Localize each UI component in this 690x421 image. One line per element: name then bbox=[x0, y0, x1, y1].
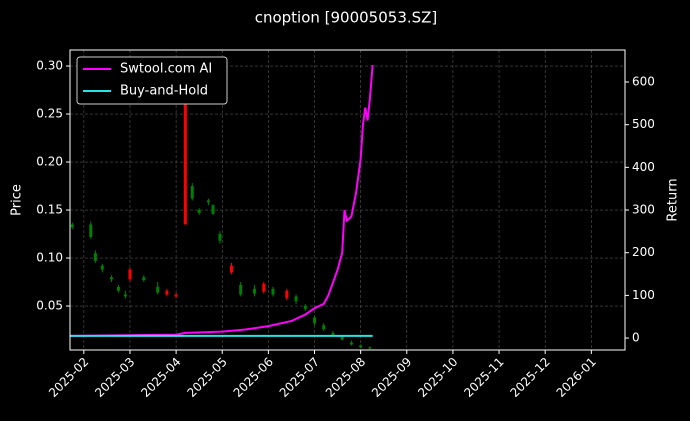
y-tick-label: 0.30 bbox=[36, 59, 63, 73]
candle-body bbox=[313, 317, 317, 324]
candle-body bbox=[359, 345, 363, 348]
candle-body bbox=[123, 294, 127, 297]
candle-body bbox=[206, 200, 210, 203]
candle-body bbox=[303, 306, 307, 309]
candle-body bbox=[183, 85, 187, 225]
y-axis-label: Price bbox=[10, 184, 25, 216]
candle-body bbox=[253, 288, 257, 294]
y2-axis-label: Return bbox=[666, 178, 681, 221]
candle-body bbox=[322, 325, 326, 330]
candle-body bbox=[218, 234, 222, 241]
y-tick-label: 0.20 bbox=[36, 155, 63, 169]
y2-tick-label: 0 bbox=[632, 331, 640, 345]
candle-body bbox=[262, 283, 266, 292]
candle-body bbox=[89, 224, 93, 237]
candle-body bbox=[100, 265, 104, 270]
candle-body bbox=[93, 253, 97, 261]
y2-tick-label: 600 bbox=[632, 75, 655, 89]
candle-body bbox=[110, 277, 114, 280]
y-tick-label: 0.25 bbox=[36, 107, 63, 121]
return-line bbox=[69, 64, 374, 337]
candle-body bbox=[156, 286, 160, 293]
y-tick-label: 0.05 bbox=[36, 299, 63, 313]
candle-body bbox=[229, 265, 233, 273]
candle-body bbox=[331, 332, 335, 335]
candle-body bbox=[116, 286, 120, 291]
legend-label: Buy-and-Hold bbox=[120, 84, 208, 99]
y2-tick-label: 200 bbox=[632, 245, 655, 259]
candle-body bbox=[294, 296, 298, 302]
candle-body bbox=[197, 210, 201, 213]
chart-title: cnoption [90005053.SZ] bbox=[255, 9, 438, 27]
candle-body bbox=[340, 336, 344, 340]
y-tick-label: 0.15 bbox=[36, 203, 63, 217]
candle-body bbox=[368, 347, 372, 349]
y2-tick-label: 100 bbox=[632, 288, 655, 302]
candle-body bbox=[211, 205, 215, 214]
candle-body bbox=[349, 342, 353, 345]
candle-body bbox=[190, 186, 194, 199]
y2-tick-label: 500 bbox=[632, 117, 655, 131]
candle-body bbox=[239, 284, 243, 295]
candle-body bbox=[271, 288, 275, 295]
candle-body bbox=[70, 224, 74, 228]
candle-body bbox=[285, 290, 289, 299]
y-tick-label: 0.10 bbox=[36, 251, 63, 265]
y2-tick-label: 300 bbox=[632, 203, 655, 217]
legend: Swtool.com AI Buy-and-Hold bbox=[76, 56, 228, 105]
legend-box bbox=[76, 56, 228, 105]
candle-body bbox=[142, 277, 146, 281]
legend-label: Swtool.com AI bbox=[120, 62, 212, 77]
y2-tick-label: 400 bbox=[632, 160, 655, 174]
candle-body bbox=[128, 269, 132, 280]
plot-frame bbox=[69, 49, 626, 351]
candle-body bbox=[174, 294, 178, 297]
candle-body bbox=[165, 290, 169, 295]
